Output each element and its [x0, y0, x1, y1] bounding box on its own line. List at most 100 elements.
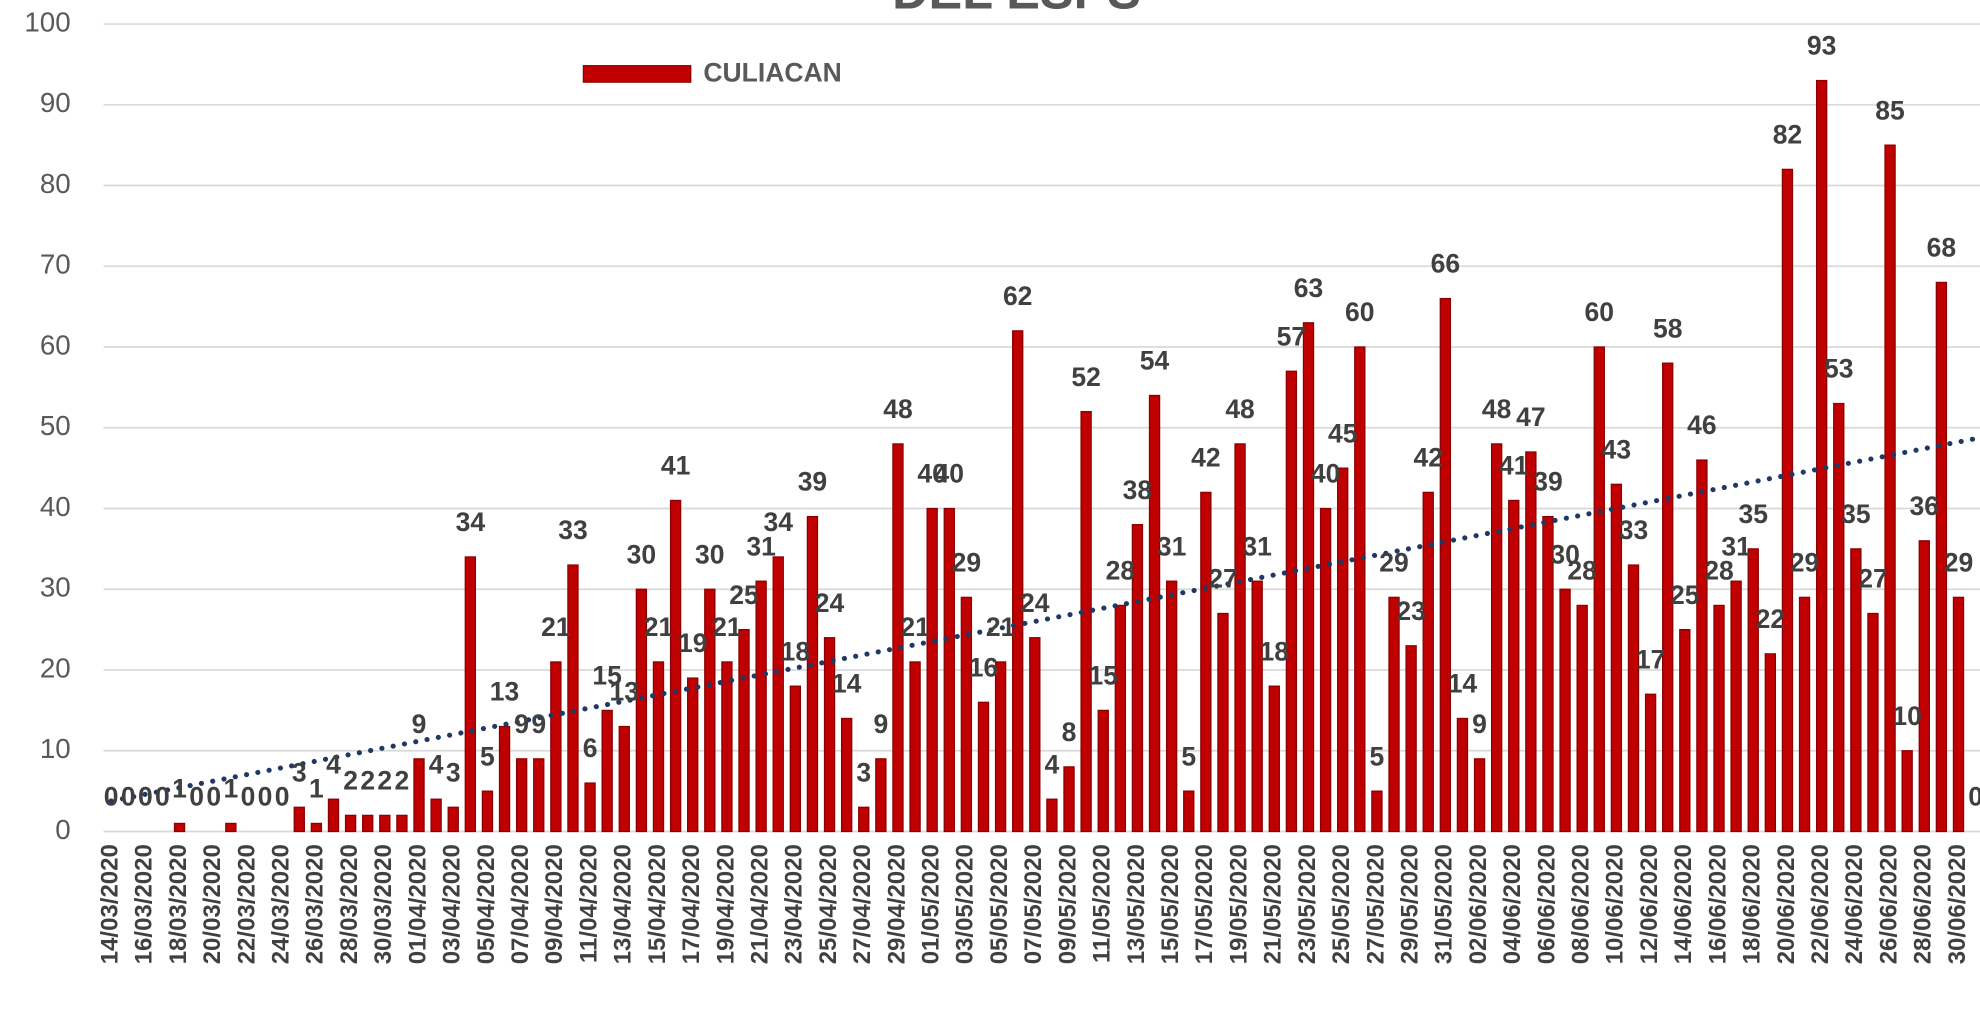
bar	[481, 790, 494, 833]
x-tick-label: 24/06/2020	[1841, 844, 1868, 964]
bar	[379, 814, 391, 833]
data-label: 8	[1062, 717, 1077, 747]
data-label: 2	[343, 765, 358, 795]
bar	[225, 822, 237, 833]
bar	[1148, 394, 1161, 833]
data-label: 13	[610, 677, 639, 707]
bar	[1046, 798, 1058, 833]
data-label: 35	[1738, 499, 1768, 529]
data-label: 31	[1242, 531, 1272, 561]
bar	[550, 661, 562, 833]
x-tick-label: 22/06/2020	[1807, 844, 1834, 964]
data-label: 34	[763, 507, 793, 537]
data-label: 1	[223, 774, 238, 804]
bar	[977, 701, 990, 833]
data-label: 35	[1841, 499, 1871, 529]
bar	[1610, 483, 1623, 833]
data-label: 21	[900, 612, 930, 642]
data-label: 0	[206, 782, 221, 812]
bar	[464, 556, 477, 833]
y-tick-label: 30	[40, 572, 71, 603]
data-label: 9	[514, 709, 529, 739]
data-label: 0	[241, 782, 256, 812]
x-tick-label: 27/05/2020	[1362, 844, 1389, 964]
x-tick-label: 15/04/2020	[644, 844, 671, 964]
bar	[1833, 402, 1845, 833]
bar	[1696, 459, 1708, 833]
data-label: 15	[592, 661, 622, 691]
data-label: 21	[986, 612, 1016, 642]
bar	[1901, 750, 1913, 833]
bar	[1508, 499, 1520, 833]
data-label: 18	[1260, 636, 1289, 666]
data-label: 25	[1670, 580, 1700, 610]
bar	[1285, 370, 1298, 833]
bar	[1439, 297, 1452, 833]
bar	[1183, 790, 1195, 833]
bar	[1935, 281, 1948, 833]
data-label: 27	[1858, 564, 1887, 594]
data-label: 10	[1892, 701, 1921, 731]
bar	[1217, 612, 1229, 833]
bar	[789, 685, 802, 833]
data-label: 22	[1756, 604, 1785, 634]
x-tick-label: 16/06/2020	[1704, 844, 1731, 964]
x-tick-label: 15/05/2020	[1157, 844, 1184, 964]
data-label: 39	[1533, 467, 1562, 497]
x-tick-label: 25/05/2020	[1328, 844, 1355, 964]
data-label: 15	[1088, 661, 1118, 691]
data-label: 4	[1045, 749, 1060, 779]
data-label: 29	[1379, 547, 1408, 577]
bar	[1114, 604, 1127, 833]
x-tick-label: 26/03/2020	[302, 844, 329, 964]
x-tick-label: 12/06/2020	[1636, 844, 1663, 964]
data-label: 48	[883, 394, 912, 424]
data-label: 63	[1294, 273, 1323, 303]
bar	[1559, 588, 1571, 833]
x-tick-label: 18/03/2020	[165, 844, 192, 964]
bar	[1662, 362, 1674, 833]
data-label: 36	[1910, 491, 1939, 521]
data-label: 14	[832, 669, 862, 699]
data-label: 53	[1824, 354, 1853, 384]
x-tick-label: 09/05/2020	[1054, 844, 1081, 964]
data-label: 5	[480, 741, 495, 771]
x-tick-label: 27/04/2020	[849, 844, 876, 964]
bar	[1405, 645, 1417, 833]
data-label: 48	[1482, 394, 1511, 424]
data-label: 28	[1704, 556, 1733, 586]
x-tick-label: 06/06/2020	[1533, 844, 1560, 964]
bar	[1200, 491, 1212, 833]
data-label: 0	[104, 782, 119, 812]
x-tick-label: 11/05/2020	[1089, 844, 1116, 963]
data-label: 45	[1328, 418, 1358, 448]
y-tick-label: 20	[40, 652, 71, 683]
x-tick-label: 23/04/2020	[781, 844, 808, 964]
x-tick-label: 01/04/2020	[404, 844, 431, 964]
data-label: 2	[395, 765, 410, 795]
trendline	[108, 436, 1979, 804]
bar	[310, 822, 323, 833]
bar	[738, 628, 750, 833]
data-label: 40	[935, 459, 964, 489]
data-label: 24	[815, 588, 845, 618]
y-tick-label: 50	[40, 410, 71, 441]
data-label: 13	[490, 677, 519, 707]
bar	[1747, 548, 1759, 833]
data-label: 4	[326, 749, 341, 779]
data-label: 30	[627, 539, 656, 569]
bar	[430, 798, 442, 833]
bar	[1490, 443, 1503, 833]
data-label: 41	[1499, 451, 1529, 481]
bar	[1302, 322, 1315, 833]
bar	[173, 822, 186, 833]
bar	[1884, 144, 1896, 833]
x-tick-label: 10/06/2020	[1602, 844, 1629, 964]
x-tick-label: 13/05/2020	[1123, 844, 1150, 964]
data-label: 9	[1472, 709, 1487, 739]
x-tick-label: 18/06/2020	[1739, 844, 1766, 964]
data-label: 48	[1225, 394, 1254, 424]
data-label: 4	[429, 749, 444, 779]
